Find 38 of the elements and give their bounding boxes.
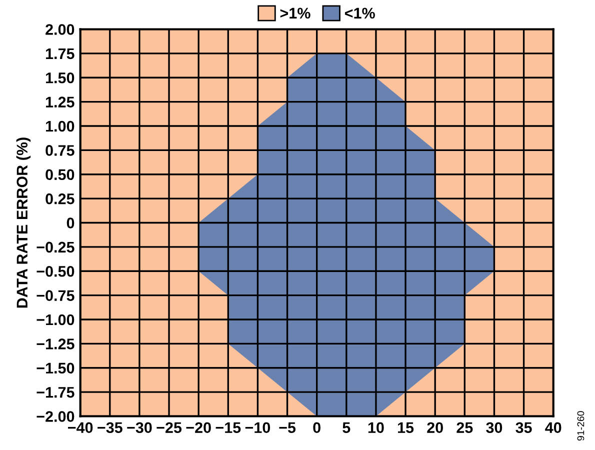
x-tick-label: 15 bbox=[398, 422, 414, 434]
x-tick-label: −25 bbox=[156, 422, 182, 434]
y-tick-label: 2.00 bbox=[46, 24, 74, 35]
x-tick-label: −5 bbox=[279, 422, 296, 434]
x-tick-label: −40 bbox=[68, 422, 93, 434]
x-tick-label: 30 bbox=[486, 422, 502, 434]
x-tick-label: −30 bbox=[127, 422, 152, 434]
y-tick-label: −1.25 bbox=[36, 338, 74, 350]
y-tick-label: 0.50 bbox=[46, 169, 74, 180]
y-tick-label: 1.00 bbox=[46, 120, 74, 132]
y-tick-label: 1.25 bbox=[46, 96, 74, 108]
x-tick-label: 10 bbox=[368, 422, 384, 434]
y-tick-label: −1.50 bbox=[36, 362, 74, 374]
x-tick-label: −20 bbox=[186, 422, 211, 434]
y-axis-title: DATA RATE ERROR (%) bbox=[16, 138, 31, 308]
y-tick-label: −0.50 bbox=[36, 266, 74, 277]
y-tick-label: −1.75 bbox=[36, 387, 74, 398]
x-tick-label: 25 bbox=[456, 422, 473, 434]
x-tick-label: −15 bbox=[216, 422, 241, 434]
x-tick-label: 35 bbox=[516, 422, 532, 434]
y-tick-label: −0.25 bbox=[36, 242, 74, 253]
band-label: >1% bbox=[280, 8, 310, 19]
y-tick-label: −1.00 bbox=[36, 314, 74, 326]
x-tick-label: −10 bbox=[245, 422, 270, 434]
y-tick-label: 0.25 bbox=[46, 193, 74, 204]
y-tick-label: 1.75 bbox=[46, 48, 74, 60]
y-tick-label: 1.50 bbox=[46, 72, 74, 84]
x-tick-label: 5 bbox=[342, 422, 350, 434]
legend-label: <1% bbox=[344, 8, 375, 19]
y-tick-label: −0.75 bbox=[36, 290, 74, 301]
x-tick-label: 0 bbox=[313, 422, 320, 434]
y-tick-label: 0.75 bbox=[46, 145, 74, 156]
text: 91-260 bbox=[577, 411, 584, 441]
y-tick-label: 0 bbox=[66, 218, 74, 228]
x-tick-label: −35 bbox=[98, 422, 122, 434]
y-tick-label: −2.00 bbox=[36, 411, 74, 422]
x-tick-label: 40 bbox=[545, 422, 562, 434]
x-tick-label: 20 bbox=[427, 422, 443, 434]
